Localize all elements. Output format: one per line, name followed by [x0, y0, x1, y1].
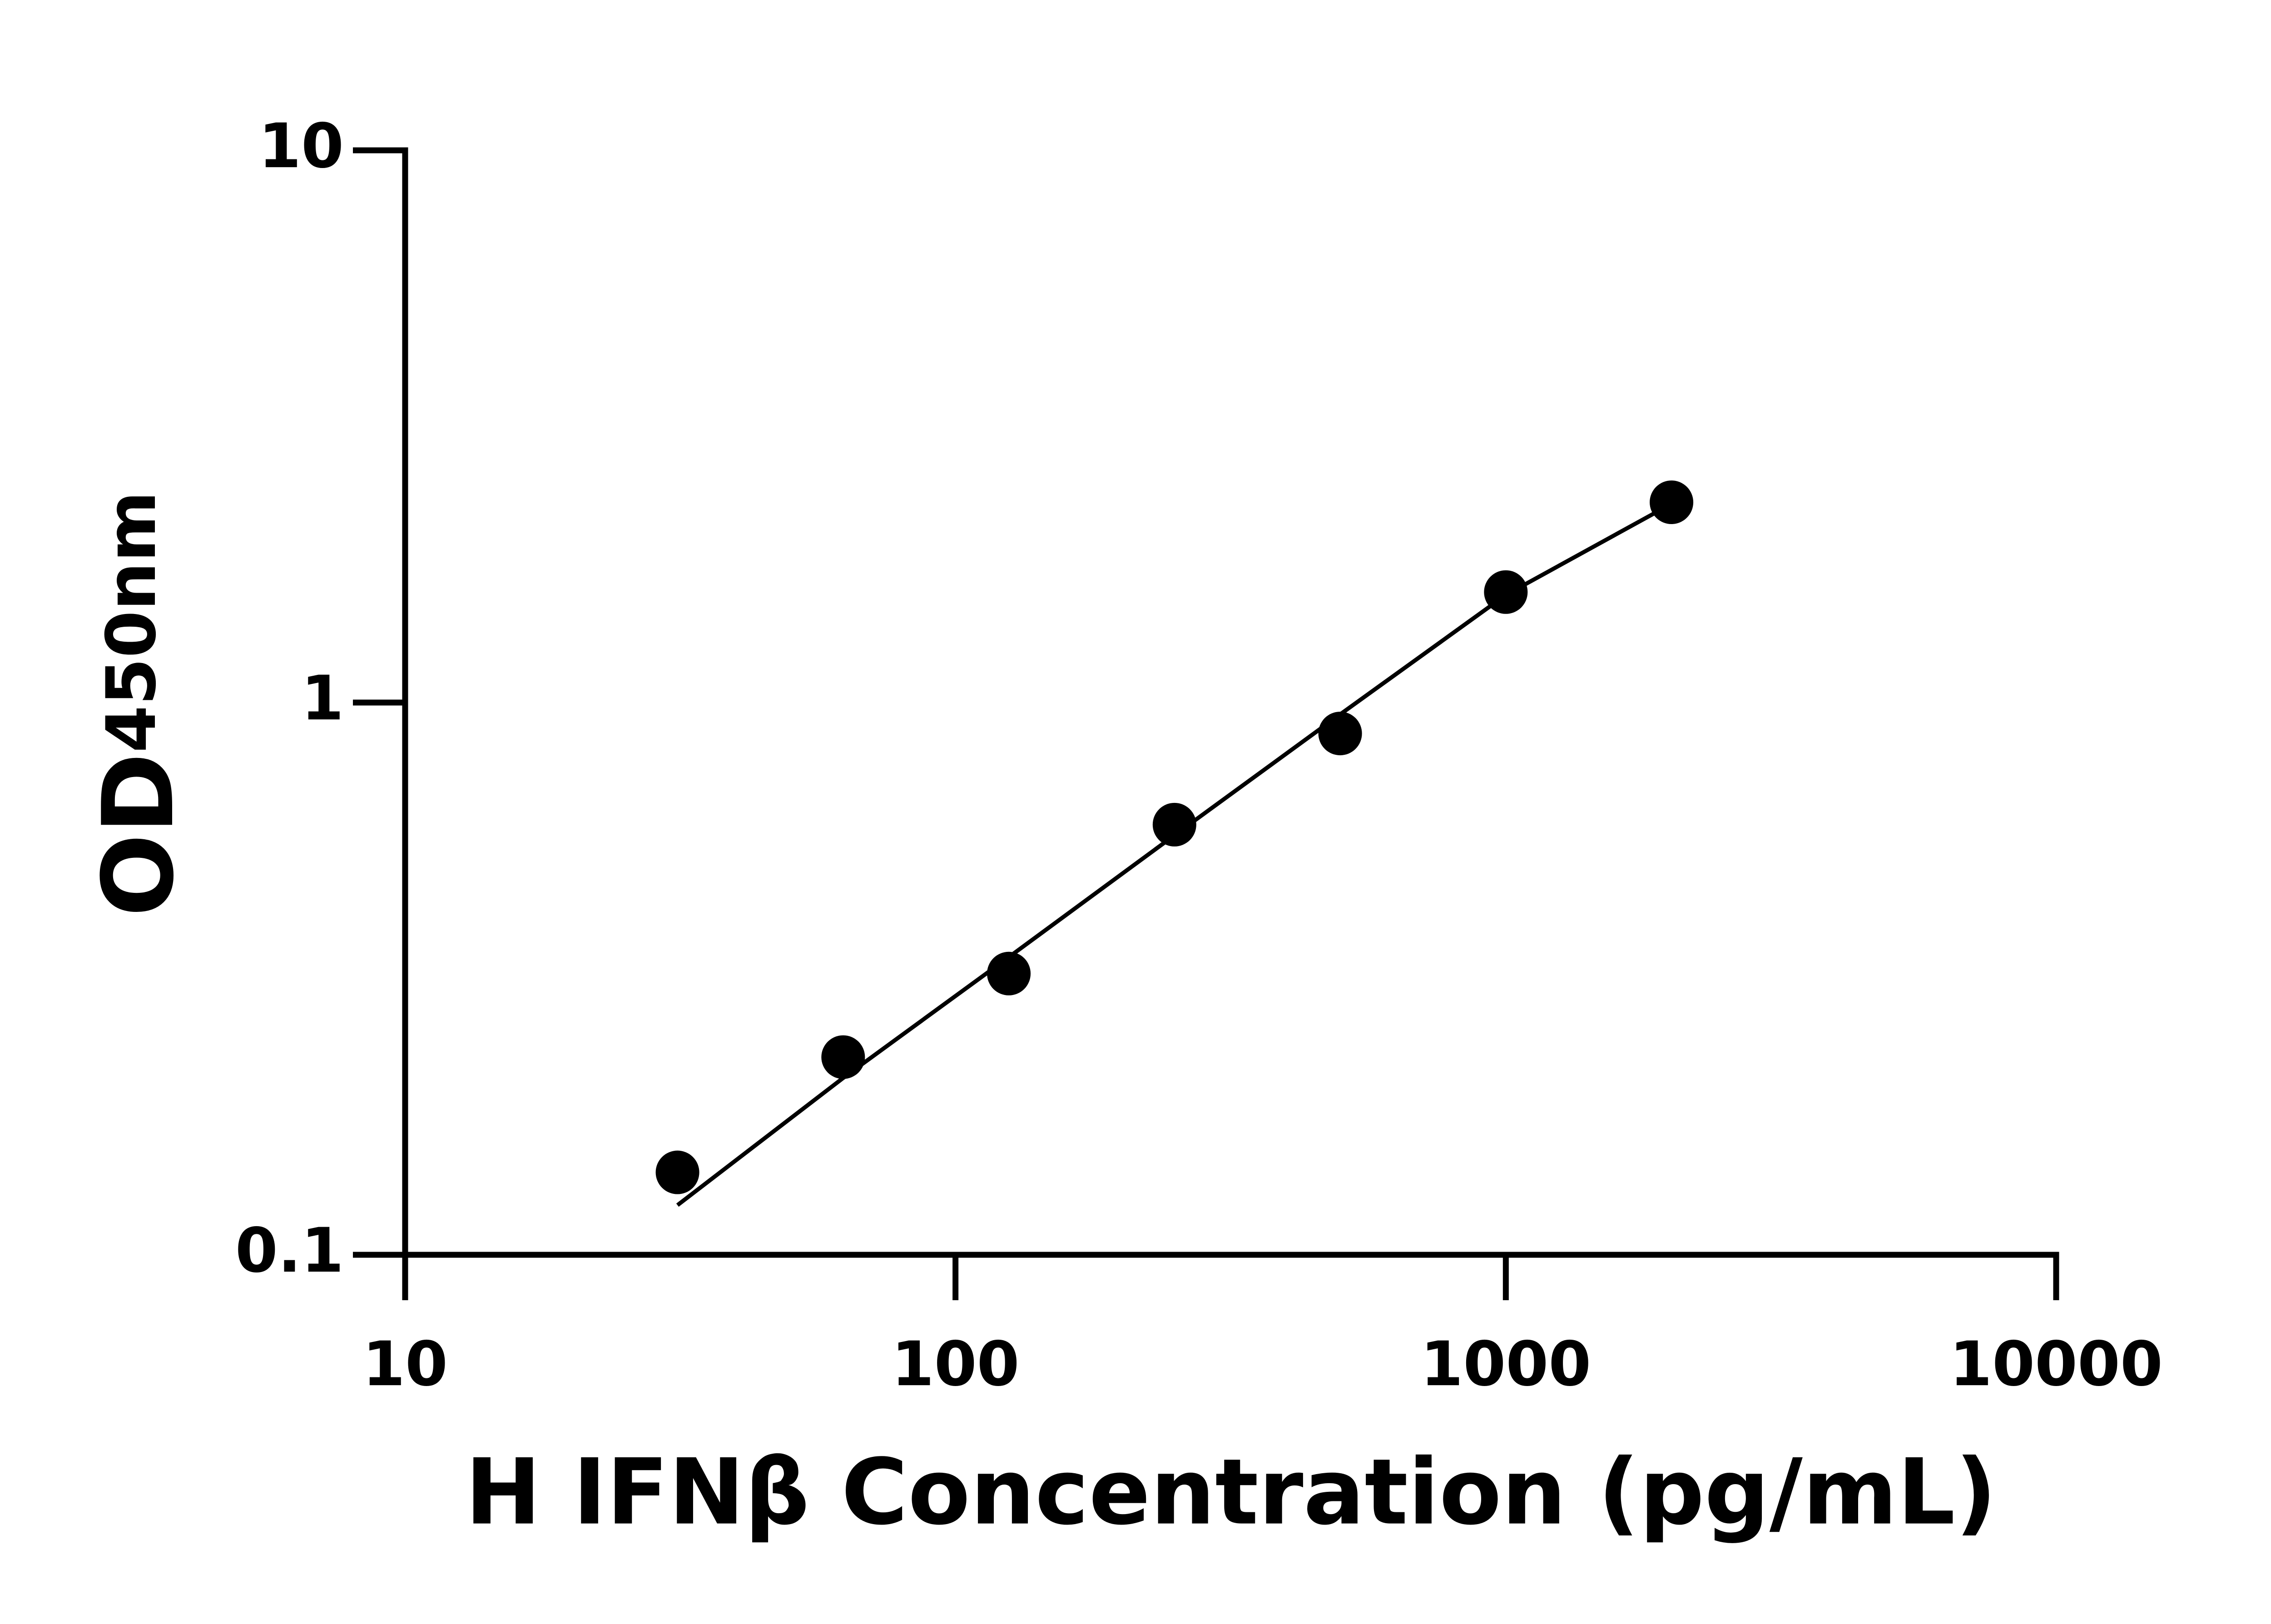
data-point [1650, 480, 1694, 524]
y-axis-label-sub: 450nm [92, 491, 171, 753]
x-tick-label: 10 [362, 1328, 448, 1400]
fit-curve [676, 502, 1673, 1207]
y-axis-label: OD450nm [81, 491, 195, 916]
x-tick-label: 100 [892, 1328, 1020, 1400]
y-tick-label: 0.1 [235, 1215, 344, 1286]
x-tick-label: 1000 [1420, 1328, 1591, 1400]
data-point [821, 1035, 865, 1079]
x-tick-label: 10000 [1949, 1328, 2163, 1400]
x-axis-label: H IFNβ Concentration (pg/mL) [465, 1440, 1997, 1545]
data-point [1152, 802, 1196, 847]
y-tick-label: 10 [258, 110, 344, 182]
data-point [655, 1150, 699, 1194]
y-axis-label-main: OD [81, 753, 195, 916]
data-point [1318, 712, 1362, 756]
y-tick-label: 1 [301, 663, 344, 734]
